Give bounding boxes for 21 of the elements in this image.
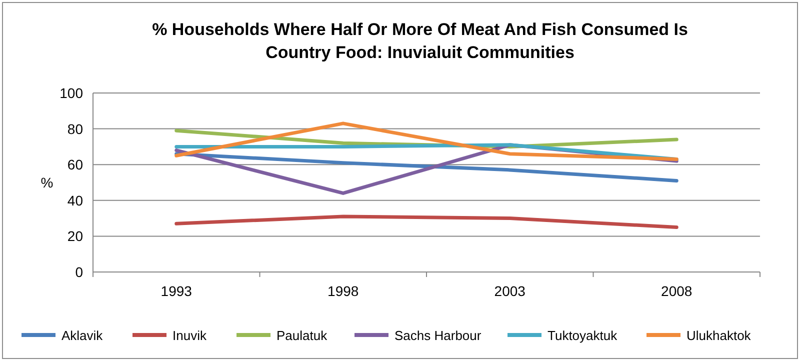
y-tick-label: 40 — [67, 192, 84, 208]
y-tick-label: 60 — [67, 156, 84, 173]
y-tick-label: 100 — [60, 85, 84, 101]
y-tick-label: 80 — [67, 120, 84, 137]
y-axis-title: % — [40, 174, 54, 190]
x-tick-label: 1998 — [328, 283, 359, 299]
legend-label: Aklavik — [62, 328, 104, 343]
y-tick-label: 0 — [75, 264, 84, 280]
x-tick-label: 1993 — [160, 283, 192, 299]
legend-label: Sachs Harbour — [394, 328, 482, 343]
chart-title: % Households Where Half Or More Of Meat And Fish Consumed Is Country Food: Inuvialuit Communities — [152, 20, 688, 62]
x-tick-label: 2003 — [494, 283, 526, 299]
line-series — [174, 214, 678, 229]
y-tick-label: 20 — [67, 228, 84, 244]
line-series — [174, 122, 678, 161]
x-tick-label: 2008 — [661, 283, 692, 299]
legend-label: Inuvik — [172, 328, 207, 343]
legend-label: Tuktoyaktuk — [548, 328, 618, 343]
line-series — [174, 152, 678, 182]
legend-label: Paulatuk — [276, 328, 328, 343]
legend-label: Ulukhaktok — [686, 328, 752, 343]
